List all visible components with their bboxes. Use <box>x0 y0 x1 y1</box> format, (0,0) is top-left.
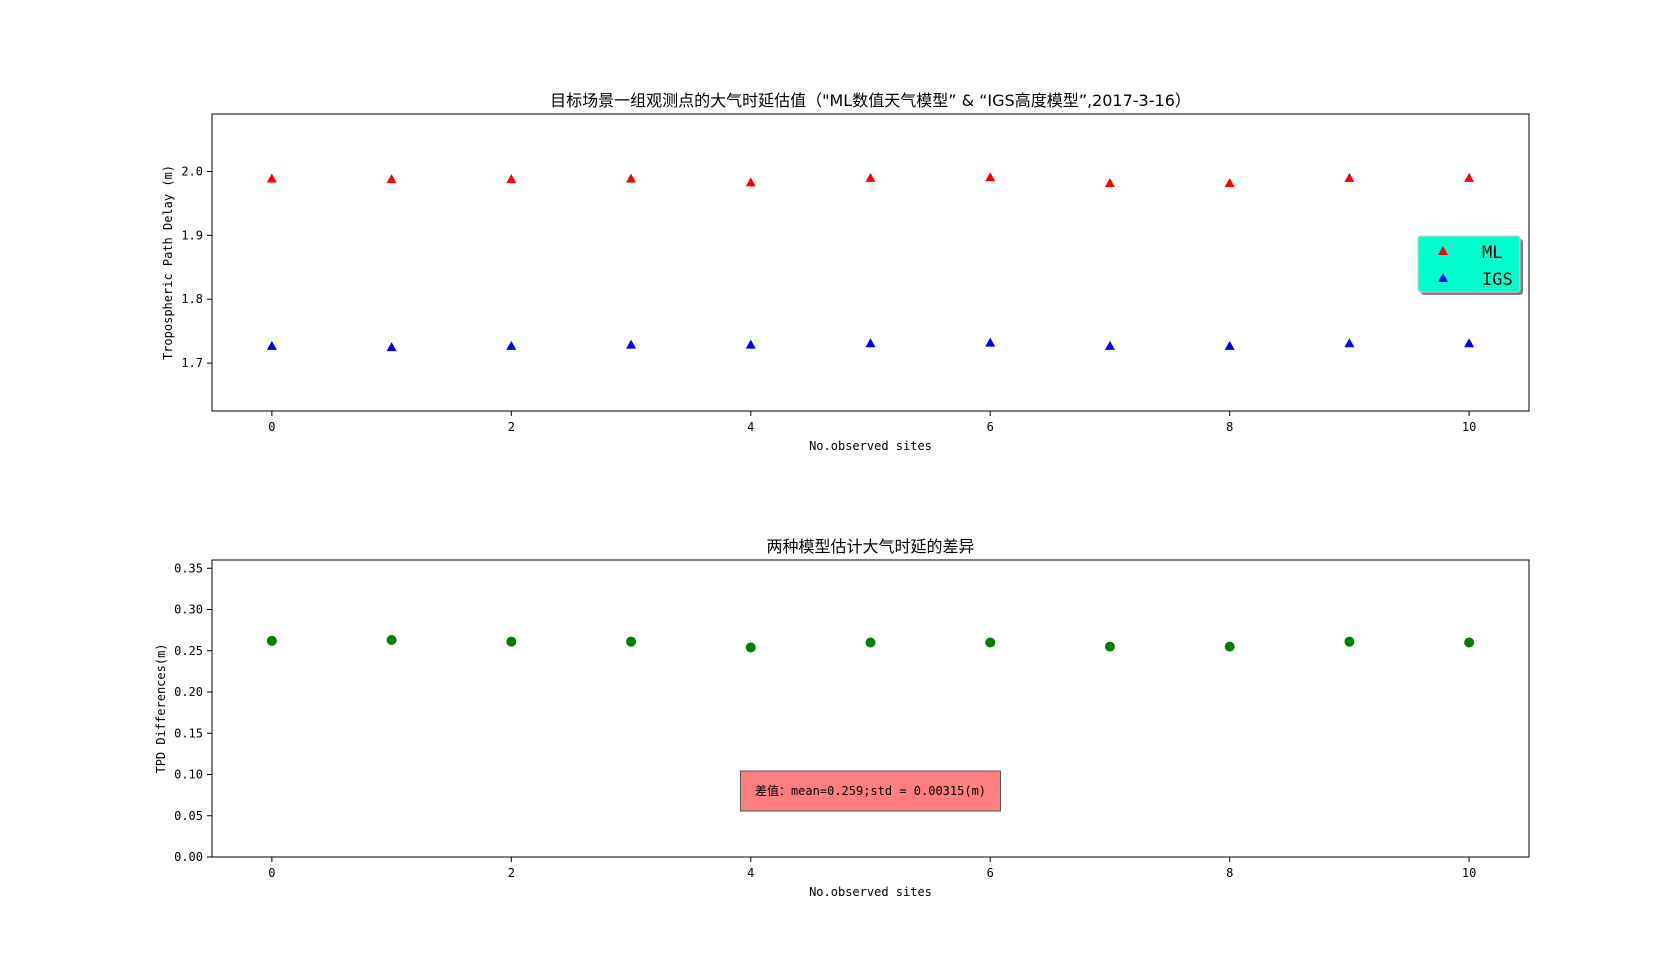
chart1-series-IGS-point <box>745 339 756 349</box>
chart2-x-tick-label: 10 <box>1462 866 1476 880</box>
chart1-series-ML-point <box>506 174 517 184</box>
chart1-legend-label: ML <box>1482 243 1502 263</box>
chart1-series-ML-point <box>626 173 637 183</box>
chart2-x-tick-label: 2 <box>508 866 515 880</box>
chart2-y-axis-label: TPD Differences(m) <box>154 643 168 773</box>
chart2-series-point <box>506 636 517 647</box>
chart2-series-point <box>1464 637 1475 648</box>
chart1-x-axis-label: No.observed sites <box>809 439 932 453</box>
chart1-series-IGS-point <box>1104 340 1115 350</box>
chart2-series-point <box>985 637 996 648</box>
chart2-x-tick-label: 0 <box>268 866 275 880</box>
chart1-y-tick-label: 1.9 <box>181 228 203 242</box>
chart2-x-tick-label: 6 <box>987 866 994 880</box>
chart2-annotation-text: 差值：mean=0.259;std = 0.00315(m) <box>755 783 986 798</box>
chart2-title: 两种模型估计大气时延的差异 <box>766 537 974 556</box>
chart1-series-ML-point <box>386 174 397 184</box>
chart1-series-IGS-point <box>985 337 996 347</box>
chart1-series-IGS-point <box>1224 340 1235 350</box>
chart1-series-IGS-point <box>386 342 397 352</box>
chart1-series-IGS-point <box>865 338 876 348</box>
chart2-x-tick-label: 8 <box>1226 866 1233 880</box>
chart1-x-tick-label: 10 <box>1462 420 1476 434</box>
chart1-series-ML-point <box>1104 177 1115 187</box>
chart1-series-ML-point <box>865 172 876 182</box>
chart2-series-point <box>386 635 397 646</box>
chart2-series-point <box>626 636 637 647</box>
chart1-series-IGS-point <box>1344 338 1355 348</box>
chart1-x-tick-label: 8 <box>1226 420 1233 434</box>
chart1-y-tick-label: 1.7 <box>181 356 203 370</box>
chart1-series-ML-point <box>1464 172 1475 182</box>
chart2-x-tick-label: 4 <box>747 866 754 880</box>
chart1-series-IGS-point <box>1464 338 1475 348</box>
chart1-series-ML-point <box>1224 177 1235 187</box>
chart1-title: 目标场景一组观测点的大气时延估值（"ML数值天气模型” & “IGS高度模型”,… <box>550 91 1191 110</box>
chart1-series-IGS-point <box>266 340 277 350</box>
chart2-series-point <box>745 642 756 653</box>
chart2-y-tick-label: 0.20 <box>174 685 203 699</box>
chart1-y-tick-label: 2.0 <box>181 164 203 178</box>
chart2-series-point <box>1224 641 1235 652</box>
chart2-y-tick-label: 0.00 <box>174 850 203 864</box>
chart1-series-IGS-point <box>506 340 517 350</box>
chart2-y-tick-label: 0.25 <box>174 644 203 658</box>
chart2-annotation-box <box>740 770 1001 812</box>
chart2-plot-frame <box>211 559 1530 858</box>
chart2-x-axis-label: No.observed sites <box>809 885 932 899</box>
chart1-x-tick-label: 0 <box>268 420 275 434</box>
chart1-y-tick-label: 1.8 <box>181 292 203 306</box>
chart1-series-ML-point <box>1344 172 1355 182</box>
chart2-series-point <box>1344 636 1355 647</box>
chart2-y-tick-label: 0.30 <box>174 603 203 617</box>
chart1-x-tick-label: 2 <box>508 420 515 434</box>
chart2-y-tick-label: 0.35 <box>174 561 203 575</box>
chart2-series-point <box>865 637 876 648</box>
chart1-series-ML-point <box>745 177 756 187</box>
chart1-y-axis-label: Tropospheric Path Delay (m) <box>161 165 175 360</box>
chart1-legend-marker <box>1438 273 1448 282</box>
chart2-y-tick-label: 0.10 <box>174 768 203 782</box>
chart1-plot-frame <box>211 113 1530 412</box>
chart2-y-tick-label: 0.05 <box>174 809 203 823</box>
chart1-series-ML-point <box>985 172 996 182</box>
chart1-series-ML-point <box>266 173 277 183</box>
chart1-legend-marker <box>1438 246 1448 255</box>
chart1-series-IGS-point <box>626 339 637 349</box>
chart1-x-tick-label: 6 <box>987 420 994 434</box>
chart2-series-point <box>266 635 277 646</box>
chart2-y-tick-label: 0.15 <box>174 726 203 740</box>
chart1-legend-label: IGS <box>1482 270 1513 290</box>
chart2-series-point <box>1104 641 1115 652</box>
chart1-x-tick-label: 4 <box>747 420 754 434</box>
